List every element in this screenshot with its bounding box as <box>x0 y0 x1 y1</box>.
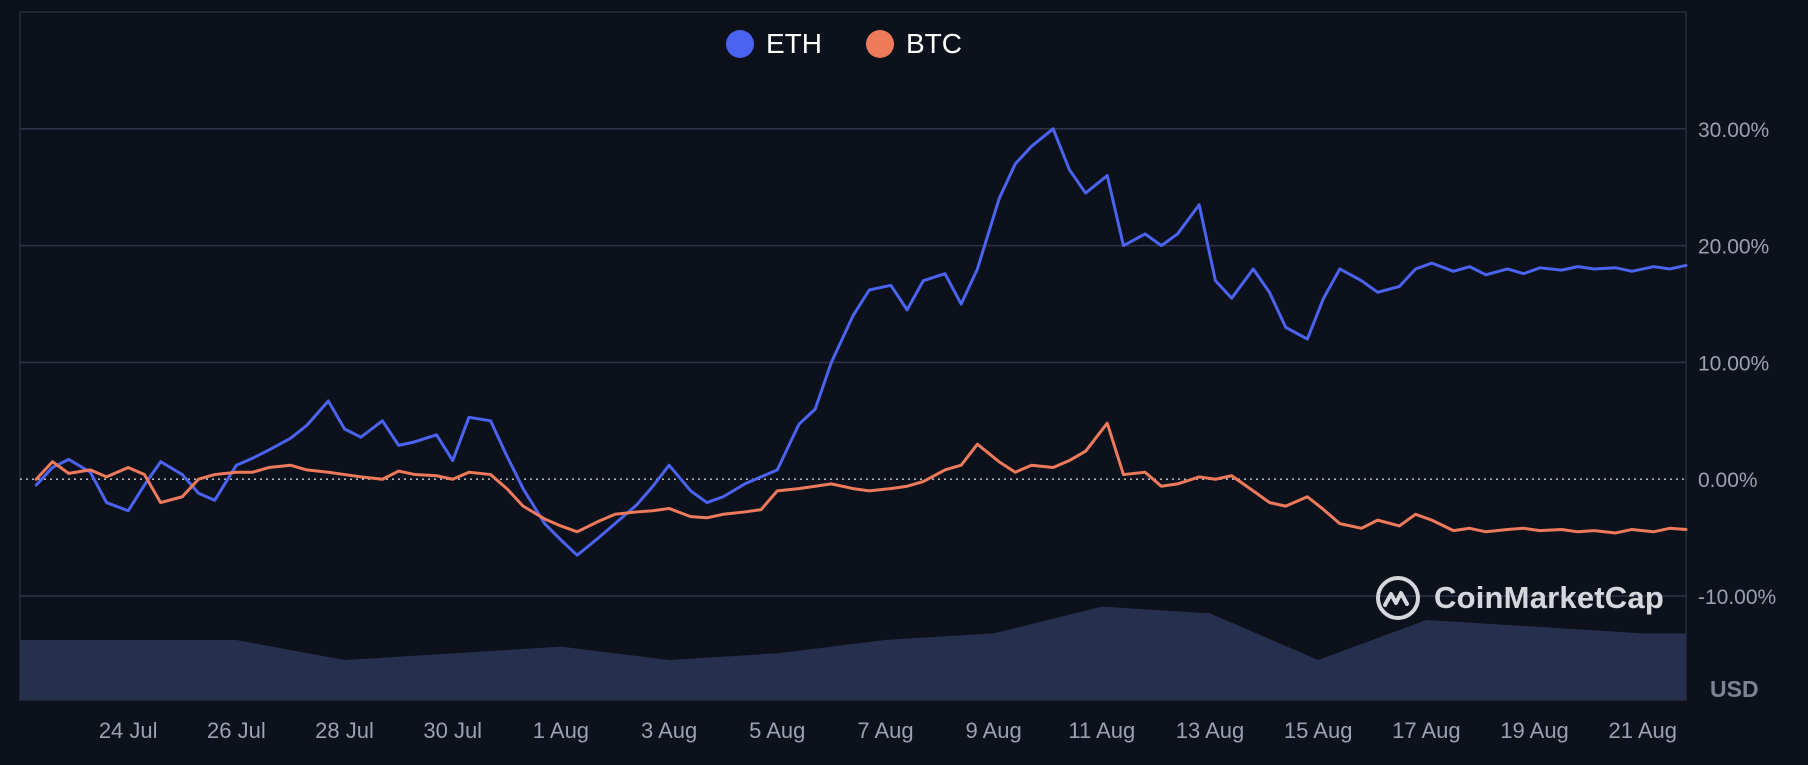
legend-btc-dot-icon <box>866 30 894 58</box>
volume-bars <box>20 606 1686 700</box>
x-tick-label: 11 Aug <box>1068 718 1135 743</box>
x-tick-label: 1 Aug <box>533 718 589 743</box>
y-tick-label: 0.00% <box>1698 469 1758 492</box>
series-line-eth <box>34 127 1688 557</box>
watermark-text: CoinMarketCap <box>1434 580 1664 615</box>
volume-area <box>20 606 1686 700</box>
y-tick-label: 30.00% <box>1698 119 1769 142</box>
x-axis-ticks: 24 Jul 26 Jul 28 Jul 30 Jul 1 Aug 3 Aug 5 Aug 7… <box>99 718 1677 743</box>
y-tick-label: 20.00% <box>1698 236 1769 259</box>
x-tick-label: 19 Aug <box>1500 718 1569 743</box>
x-tick-label: 21 Aug <box>1608 718 1677 743</box>
legend-item-eth[interactable]: ETH <box>726 28 822 60</box>
x-tick-label: 13 Aug <box>1176 718 1245 743</box>
legend-eth-dot-icon <box>726 30 754 58</box>
x-tick-label: 26 Jul <box>207 718 266 743</box>
coinmarketcap-logo-icon <box>1376 576 1420 620</box>
chart-legend: ETH BTC <box>0 28 1688 60</box>
legend-btc-label: BTC <box>906 28 962 59</box>
y-tick-label: 10.00% <box>1698 352 1769 375</box>
x-tick-label: 9 Aug <box>965 718 1021 743</box>
series-line-btc <box>34 421 1688 535</box>
y-axis-ticks: 30.00% 20.00% 10.00% 0.00% -10.00% <box>1698 119 1776 609</box>
x-tick-label: 17 Aug <box>1392 718 1461 743</box>
x-tick-label: 7 Aug <box>857 718 913 743</box>
x-tick-label: 5 Aug <box>749 718 805 743</box>
x-tick-label: 3 Aug <box>641 718 697 743</box>
x-tick-label: 15 Aug <box>1284 718 1353 743</box>
coinmarketcap-watermark: CoinMarketCap <box>1374 574 1664 622</box>
x-tick-label: 30 Jul <box>423 718 482 743</box>
legend-eth-label: ETH <box>766 28 822 59</box>
x-tick-label: 28 Jul <box>315 718 374 743</box>
legend-item-btc[interactable]: BTC <box>866 28 962 60</box>
series-lines <box>34 127 1688 557</box>
currency-label: USD <box>1710 676 1759 702</box>
x-tick-label: 24 Jul <box>99 718 158 743</box>
y-tick-label: -10.00% <box>1698 586 1776 609</box>
